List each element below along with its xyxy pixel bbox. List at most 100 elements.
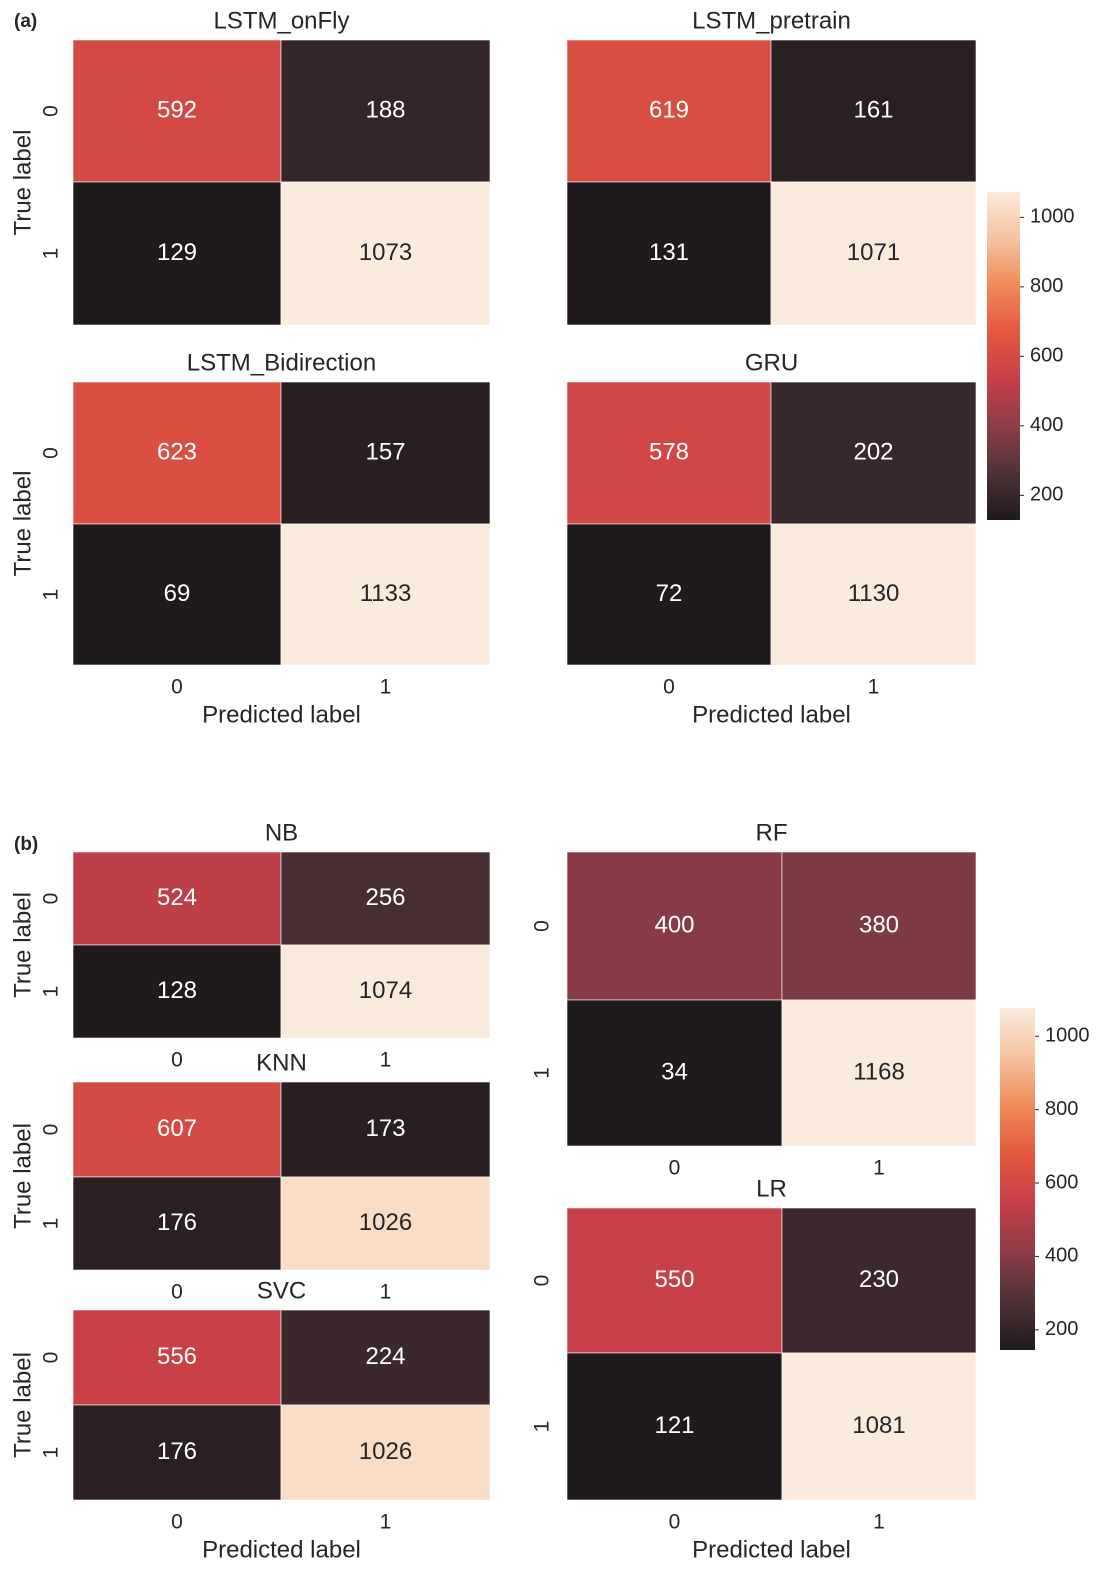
cell-value: 1168 [853,1058,905,1085]
cell-value: 1133 [360,580,412,607]
panel-label: (b) [14,834,38,855]
y-tick-label: 0 [531,1275,554,1287]
cell-value: 578 [649,438,689,465]
x-tick-label: 0 [171,1511,183,1534]
heatmap-cell [280,1404,491,1501]
heatmap-cell [280,523,491,666]
cell-value: 188 [365,96,405,123]
x-tick-label: 0 [669,1157,681,1180]
y-tick-label: 0 [40,105,63,117]
colorbar-tick-label: 600 [1030,345,1063,367]
x-tick-label: 1 [380,1281,392,1304]
heatmap-title: NB [265,819,298,846]
y-tick-label: 0 [40,1352,63,1364]
y-tick-label: 0 [40,1124,63,1136]
heatmap-cell [566,39,772,183]
x-tick-label: 0 [171,676,183,699]
x-tick-label: 0 [669,1511,681,1534]
cell-value: 550 [654,1266,694,1293]
colorbar-tick-label: 400 [1045,1245,1078,1267]
heatmap-cell [781,1207,977,1354]
heatmap-title: GRU [745,349,798,376]
y-tick-label: 1 [40,589,63,601]
y-tick-label: 0 [531,920,554,932]
y-tick-label: 1 [40,1218,63,1230]
cell-value: 157 [365,438,405,465]
x-tick-label: 0 [171,1281,183,1304]
y-axis-label: True label [9,892,36,998]
heatmap-title: KNN [256,1049,307,1076]
cell-value: 1026 [359,1209,412,1236]
colorbar-tick-label: 800 [1030,275,1063,297]
x-axis-label: Predicted label [202,701,361,728]
heatmap-title: LR [756,1175,787,1202]
cell-value: 69 [164,580,191,607]
cell-value: 176 [157,1209,197,1236]
cell-value: 224 [365,1343,405,1370]
heatmap-cell [280,944,491,1039]
heatmap-cell [72,1081,282,1178]
heatmap-cell [280,381,491,525]
heatmap-cell [566,523,772,666]
heatmap-cell [280,1176,491,1271]
heatmap-title: RF [756,819,788,846]
cell-value: 173 [365,1115,405,1142]
heatmap-title: LSTM_pretrain [692,7,851,34]
heatmap-cell [280,181,491,326]
cell-value: 131 [649,239,689,266]
y-tick-label: 1 [40,248,63,260]
cell-value: 1130 [848,580,900,607]
colorbar-tick-label: 1000 [1030,206,1075,228]
heatmap-cell [72,851,282,946]
heatmap-cell [566,181,772,326]
y-tick-label: 1 [40,1447,63,1459]
heatmap-cell [770,381,977,525]
cell-value: 34 [661,1058,688,1085]
y-axis-label: True label [9,1352,36,1458]
cell-value: 176 [157,1438,197,1465]
y-tick-label: 1 [531,1421,554,1433]
y-tick-label: 1 [531,1067,554,1079]
cell-value: 129 [157,239,197,266]
heatmap-title: LSTM_onFly [213,7,349,34]
cell-value: 623 [157,438,197,465]
cell-value: 121 [654,1412,694,1439]
cell-value: 230 [859,1266,899,1293]
colorbar [987,192,1020,520]
x-axis-label: Predicted label [202,1536,361,1563]
cell-value: 1073 [359,239,412,266]
x-tick-label: 0 [171,1049,183,1072]
heatmap-cell [280,1081,491,1178]
heatmap-cell [566,381,772,525]
heatmap-cell [566,851,783,1001]
heatmap-cell [770,523,977,666]
heatmap-cell [770,39,977,183]
y-tick-label: 1 [40,986,63,998]
cell-value: 619 [649,96,689,123]
cell-value: 202 [853,438,893,465]
y-tick-label: 0 [40,447,63,459]
heatmap-title: LSTM_Bidirection [187,349,376,376]
cell-value: 592 [157,96,197,123]
x-tick-label: 1 [873,1157,885,1180]
x-tick-label: 1 [380,1511,392,1534]
heatmap-cell [781,1352,977,1501]
heatmap-cell [72,1404,282,1501]
cell-value: 524 [157,884,197,911]
heatmap-cell [781,999,977,1147]
cell-value: 607 [157,1115,197,1142]
x-tick-label: 1 [873,1511,885,1534]
heatmap-cell [566,1207,783,1354]
colorbar-tick-label: 200 [1045,1318,1078,1340]
heatmap-cell [72,1176,282,1271]
colorbar-tick-label: 200 [1030,484,1063,506]
cell-value: 556 [157,1343,197,1370]
y-axis-label: True label [9,1123,36,1229]
heatmap-cell [770,181,977,326]
heatmap-cell [72,944,282,1039]
y-axis-label: True label [9,471,36,577]
cell-value: 1026 [359,1438,412,1465]
heatmap-cell [566,1352,783,1501]
colorbar-tick-label: 1000 [1045,1025,1090,1047]
